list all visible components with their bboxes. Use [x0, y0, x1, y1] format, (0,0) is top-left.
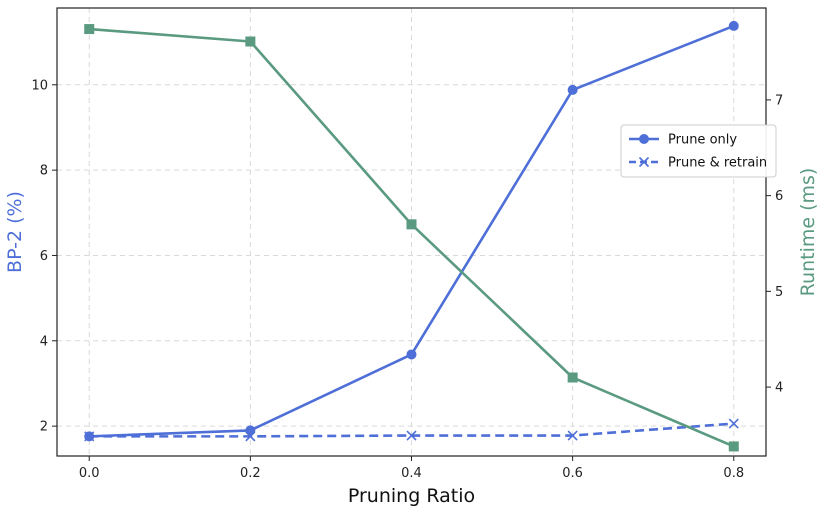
left-y-tick-label: 10	[31, 78, 48, 93]
left-y-tick-label: 6	[40, 249, 48, 264]
series-line-prune-only	[89, 24, 735, 438]
right-y-tick-label: 4	[775, 381, 783, 396]
data-point-prune-and-retrain	[245, 431, 256, 442]
series-prune-only	[84, 20, 739, 442]
legend: Prune only Prune & retrain	[620, 124, 777, 178]
legend-label: Prune & retrain	[668, 156, 767, 171]
data-point-prune-only	[567, 84, 578, 95]
data-point-prune-only	[728, 20, 739, 31]
data-point-runtime	[567, 372, 578, 383]
right-y-tick-label: 7	[775, 93, 783, 108]
series-layer	[84, 20, 739, 452]
x-tick-label: 0.4	[401, 466, 422, 481]
x-tick-label: 0.0	[79, 466, 100, 481]
left-y-axis-title: BP-2 (%)	[4, 191, 26, 273]
data-point-runtime	[245, 36, 256, 47]
data-point-prune-and-retrain	[728, 418, 739, 429]
left-y-tick-label: 4	[40, 334, 48, 349]
data-point-prune-and-retrain	[84, 431, 95, 442]
x-tick-label: 0.8	[723, 466, 744, 481]
data-point-runtime	[728, 441, 739, 452]
data-point-runtime	[84, 24, 95, 35]
x-axis-title: Pruning Ratio	[348, 485, 475, 507]
data-point-prune-and-retrain	[406, 430, 417, 441]
right-y-tick-label: 5	[775, 285, 783, 300]
legend-box	[620, 124, 777, 178]
legend-swatch-marker	[639, 134, 649, 144]
x-tick-label: 0.2	[240, 466, 261, 481]
left-y-tick-label: 2	[40, 420, 48, 435]
data-point-prune-and-retrain	[567, 430, 578, 441]
series-prune-and-retrain	[84, 418, 739, 442]
x-tick-label: 0.6	[562, 466, 583, 481]
series-runtime	[84, 24, 739, 452]
data-point-runtime	[406, 219, 417, 230]
right-y-axis-title: Runtime (ms)	[797, 168, 819, 297]
left-y-tick-label: 8	[40, 164, 48, 179]
grid	[57, 8, 766, 456]
axes: 0.0 0.2 0.4 0.6 0.8 2 4 6 8 10 4 5 6 7	[31, 78, 783, 481]
right-y-tick-label: 6	[775, 189, 783, 204]
legend-swatch-marker	[638, 156, 650, 168]
legend-label: Prune only	[668, 133, 737, 148]
data-point-prune-only	[406, 349, 417, 360]
